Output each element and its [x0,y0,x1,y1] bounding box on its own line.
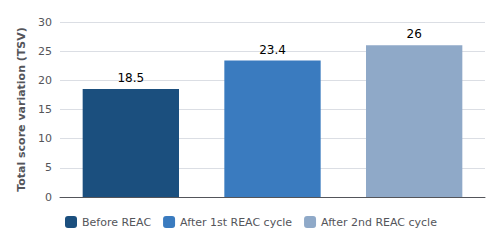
svg-text:30: 30 [38,16,52,29]
svg-text:Total score variation (TSV): Total score variation (TSV) [15,27,28,192]
svg-text:20: 20 [38,74,52,87]
svg-text:5: 5 [45,161,52,174]
svg-text:18.5: 18.5 [117,71,144,85]
svg-text:10: 10 [38,132,52,145]
svg-text:0: 0 [45,191,52,204]
svg-text:23.4: 23.4 [259,43,286,57]
svg-text:15: 15 [38,103,52,116]
svg-text:26: 26 [407,27,422,41]
svg-text:25: 25 [38,45,52,58]
svg-text:After 2nd REAC cycle: After 2nd REAC cycle [321,216,437,229]
svg-text:Before REAC: Before REAC [82,216,151,229]
svg-text:After 1st REAC cycle: After 1st REAC cycle [180,216,292,229]
